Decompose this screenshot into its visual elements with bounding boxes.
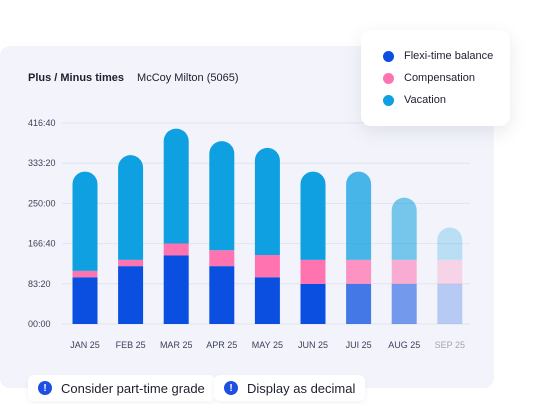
legend-item-compensation: Compensation — [383, 72, 475, 84]
bar-segment — [209, 266, 235, 324]
option-label: Display as decimal — [247, 380, 356, 396]
legend-label-flexi: Flexi-time balance — [404, 50, 494, 62]
bar-group — [391, 197, 417, 324]
bar-segment — [391, 259, 417, 284]
y-tick-label: 83:20 — [28, 279, 51, 289]
bar-segment — [254, 255, 280, 278]
info-icon: ! — [224, 381, 238, 395]
bar-segment — [118, 266, 144, 324]
bar-segment — [118, 155, 144, 260]
legend-label-compensation: Compensation — [404, 72, 475, 84]
bar-segment — [254, 277, 280, 324]
bar-segment — [437, 227, 463, 260]
consider-part-time-toggle[interactable]: ! Consider part-time grade — [28, 375, 215, 401]
bar-segment — [300, 259, 326, 284]
bar-segment — [209, 141, 235, 251]
x-tick-label: SEP 25 — [435, 340, 465, 350]
bar-group — [300, 171, 326, 324]
bar-segment — [72, 171, 98, 271]
bar-group — [254, 147, 280, 324]
bar-group — [346, 171, 372, 324]
bar-segment — [72, 277, 98, 324]
y-tick-label: 416:40 — [28, 118, 56, 128]
bar-segment — [437, 259, 463, 284]
bar-segment — [391, 283, 417, 324]
legend-swatch-flexi — [383, 50, 394, 62]
bar-segment — [437, 283, 463, 324]
legend-item-vacation: Vacation — [383, 94, 446, 106]
info-icon: ! — [38, 381, 52, 395]
x-tick-label: JUN 25 — [298, 340, 328, 350]
option-label: Consider part-time grade — [61, 380, 205, 396]
bar-segment — [346, 283, 372, 324]
y-tick-label: 00:00 — [28, 319, 51, 329]
x-tick-label: MAY 25 — [252, 340, 283, 350]
bar-segment — [118, 259, 144, 267]
bar-segment — [300, 171, 326, 260]
bar-segment — [346, 171, 372, 260]
stacked-bar-chart: 00:00 83:20 166:40 250:00 333:20 416:40 JAN 25… — [28, 118, 470, 350]
display-as-decimal-toggle[interactable]: ! Display as decimal — [214, 375, 366, 401]
chart-title: Plus / Minus times — [28, 72, 124, 84]
y-tick-label: 333:20 — [28, 158, 56, 168]
legend-swatch-vacation — [383, 94, 394, 106]
legend-item-flexi: Flexi-time balance — [383, 50, 493, 62]
legend-label-vacation: Vacation — [404, 94, 446, 106]
bar-group — [118, 155, 144, 324]
legend: Flexi-time balance Compensation Vacation — [361, 30, 510, 126]
bar-segment — [163, 243, 189, 256]
bar-segment — [163, 255, 189, 324]
legend-swatch-compensation — [383, 72, 394, 84]
y-tick-label: 166:40 — [28, 239, 56, 249]
x-tick-label: APR 25 — [206, 340, 237, 350]
bar-segment — [72, 270, 98, 278]
x-tick-label: JUI 25 — [346, 340, 372, 350]
bar-segment — [163, 128, 189, 244]
bar-segment — [254, 147, 280, 256]
bar-segment — [391, 197, 417, 260]
x-tick-label: AUG 25 — [388, 340, 420, 350]
bar-group — [209, 141, 235, 324]
bar-segment — [209, 250, 235, 267]
bar-group — [72, 171, 98, 324]
x-tick-label: FEB 25 — [116, 340, 146, 350]
bar-segment — [300, 283, 326, 324]
bar-group — [163, 128, 189, 324]
employee-name: McCoy Milton (5065) — [137, 72, 239, 84]
x-tick-label: MAR 25 — [160, 340, 193, 350]
y-tick-label: 250:00 — [28, 198, 56, 208]
bar-segment — [346, 259, 372, 284]
bar-group — [437, 227, 463, 324]
chart-header: Plus / Minus times McCoy Milton (5065) — [28, 72, 239, 84]
x-tick-label: JAN 25 — [70, 340, 100, 350]
